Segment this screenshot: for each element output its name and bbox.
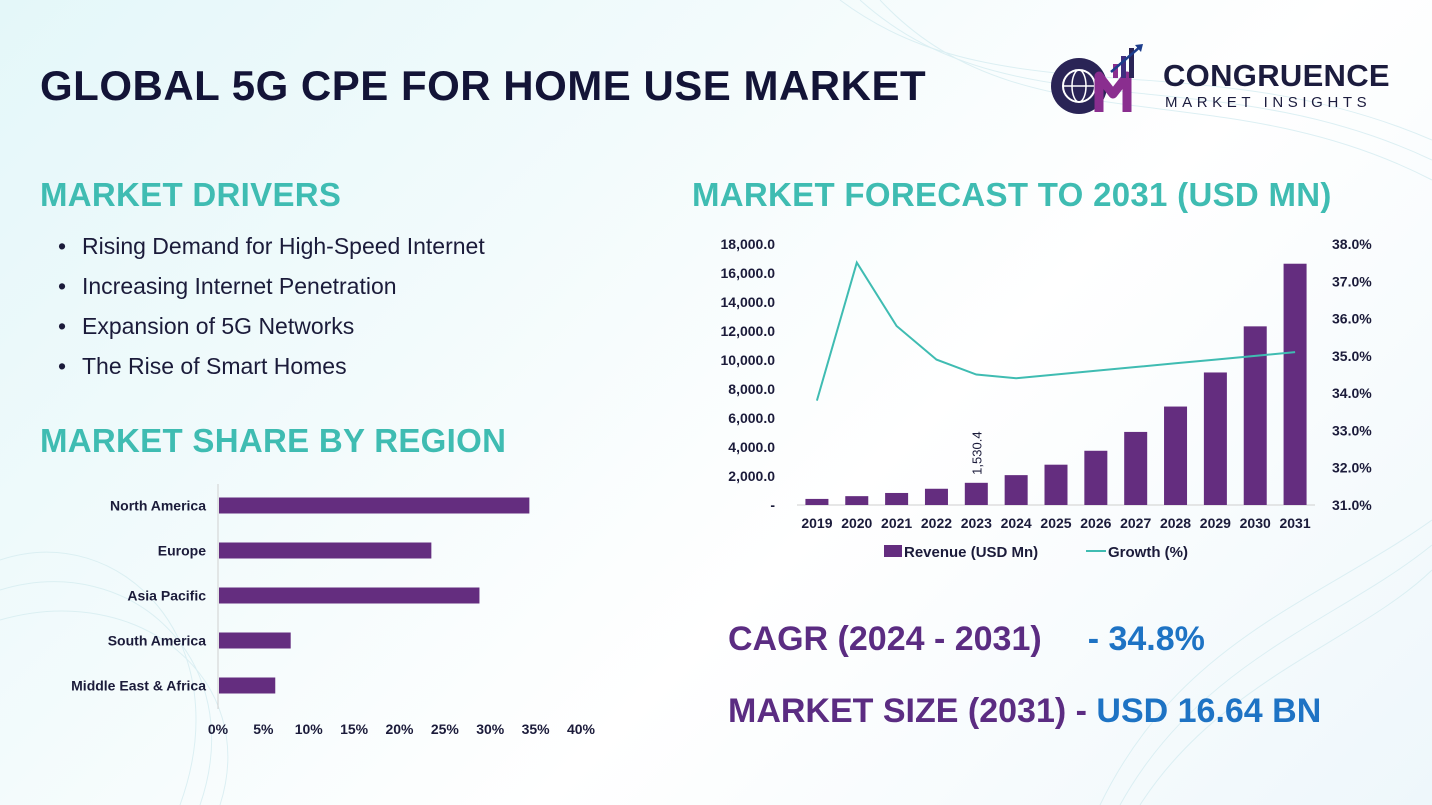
driver-text: Expansion of 5G Networks (82, 313, 355, 339)
market-size-label: MARKET SIZE (2031) - (728, 692, 1087, 730)
y-left-tick-label: 8,000.0 (728, 381, 775, 397)
bar (1203, 372, 1227, 505)
region-heading: MARKET SHARE BY REGION (40, 422, 507, 459)
list-item: • Rising Demand for High-Speed Internet (58, 232, 485, 272)
cagr-label: CAGR (2024 - 2031) (728, 620, 1042, 658)
x-tick-label: 2028 (1160, 515, 1191, 531)
drivers-list: • Rising Demand for High-Speed Internet •… (58, 232, 485, 392)
list-item: • Increasing Internet Penetration (58, 272, 485, 312)
bar (1243, 326, 1267, 505)
bullet-icon: • (58, 313, 67, 339)
tick-label: 5% (253, 721, 274, 737)
bullet-icon: • (58, 273, 67, 299)
y-right-tick-label: 32.0% (1332, 460, 1372, 476)
driver-text: The Rise of Smart Homes (82, 353, 347, 379)
x-tick-label: 2030 (1240, 515, 1271, 531)
x-tick-label: 2025 (1040, 515, 1071, 531)
y-right-tick-label: 36.0% (1332, 311, 1372, 327)
y-left-tick-label: - (770, 497, 775, 513)
bar (805, 498, 829, 505)
category-label: Europe (158, 543, 206, 559)
bar (219, 677, 276, 694)
x-tick-label: 2024 (1001, 515, 1032, 531)
logo-name: CONGRUENCE (1163, 58, 1390, 93)
y-left-tick-label: 16,000.0 (721, 265, 776, 281)
bar (845, 496, 869, 505)
x-tick-label: 2022 (921, 515, 952, 531)
bar (219, 587, 480, 604)
data-label: 1,530.4 (969, 431, 984, 474)
logo-subtitle: MARKET INSIGHTS (1165, 94, 1372, 111)
tick-label: 30% (476, 721, 505, 737)
logo-mark-icon (1051, 44, 1143, 114)
category-label: South America (108, 633, 206, 649)
y-left-tick-label: 14,000.0 (721, 294, 776, 310)
y-right-tick-label: 37.0% (1332, 273, 1372, 289)
page-title: GLOBAL 5G CPE FOR HOME USE MARKET (40, 62, 927, 109)
market-size-value: USD 16.64 BN (1096, 692, 1322, 730)
legend-label: Growth (%) (1108, 544, 1188, 561)
company-logo: CONGRUENCE MARKET INSIGHTS (1045, 42, 1395, 118)
x-tick-label: 2029 (1200, 515, 1231, 531)
bar (1004, 475, 1028, 505)
driver-text: Rising Demand for High-Speed Internet (82, 233, 485, 259)
bar (924, 488, 948, 505)
drivers-heading: MARKET DRIVERS (40, 176, 342, 213)
list-item: • Expansion of 5G Networks (58, 312, 485, 352)
tick-label: 0% (208, 721, 229, 737)
y-right-tick-label: 33.0% (1332, 422, 1372, 438)
bar (1124, 431, 1148, 505)
forecast-heading: MARKET FORECAST TO 2031 (USD MN) (692, 176, 1332, 213)
x-tick-label: 2031 (1279, 515, 1310, 531)
list-item: • The Rise of Smart Homes (58, 352, 485, 392)
tick-label: 35% (522, 721, 551, 737)
category-label: Asia Pacific (127, 588, 206, 604)
bar (219, 542, 432, 559)
category-label: Middle East & Africa (71, 678, 206, 694)
bar (1164, 406, 1188, 505)
x-tick-label: 2019 (801, 515, 832, 531)
y-left-tick-label: 12,000.0 (721, 323, 776, 339)
x-tick-label: 2020 (841, 515, 872, 531)
bar (219, 632, 291, 649)
category-label: North America (110, 498, 206, 514)
cagr-kpi: CAGR (2024 - 2031) - 34.8% (728, 620, 1205, 659)
bullet-icon: • (58, 233, 67, 259)
bar (885, 492, 909, 505)
x-tick-label: 2026 (1080, 515, 1111, 531)
x-tick-label: 2021 (881, 515, 912, 531)
legend-label: Revenue (USD Mn) (904, 544, 1038, 561)
y-left-tick-label: 6,000.0 (728, 410, 775, 426)
tick-label: 25% (431, 721, 460, 737)
bullet-icon: • (58, 353, 67, 379)
bar (964, 482, 988, 505)
tick-label: 15% (340, 721, 369, 737)
cagr-value: - 34.8% (1087, 620, 1205, 658)
bar (1283, 263, 1307, 505)
x-tick-label: 2027 (1120, 515, 1151, 531)
bar (1084, 450, 1108, 505)
y-right-tick-label: 31.0% (1332, 497, 1372, 513)
y-right-tick-label: 38.0% (1332, 236, 1372, 252)
tick-label: 40% (567, 721, 596, 737)
y-right-tick-label: 35.0% (1332, 348, 1372, 364)
bar (219, 497, 530, 514)
y-left-tick-label: 10,000.0 (721, 352, 776, 368)
tick-label: 20% (385, 721, 414, 737)
y-right-tick-label: 34.0% (1332, 385, 1372, 401)
tick-label: 10% (295, 721, 324, 737)
y-left-tick-label: 2,000.0 (728, 468, 775, 484)
legend-swatch-bar (884, 545, 902, 557)
market-size-kpi: MARKET SIZE (2031) - USD 16.64 BN (728, 692, 1321, 731)
y-left-tick-label: 18,000.0 (721, 236, 776, 252)
y-left-tick-label: 4,000.0 (728, 439, 775, 455)
growth-line (815, 260, 1296, 401)
driver-text: Increasing Internet Penetration (82, 273, 397, 299)
bar (1044, 464, 1068, 505)
x-tick-label: 2023 (961, 515, 992, 531)
